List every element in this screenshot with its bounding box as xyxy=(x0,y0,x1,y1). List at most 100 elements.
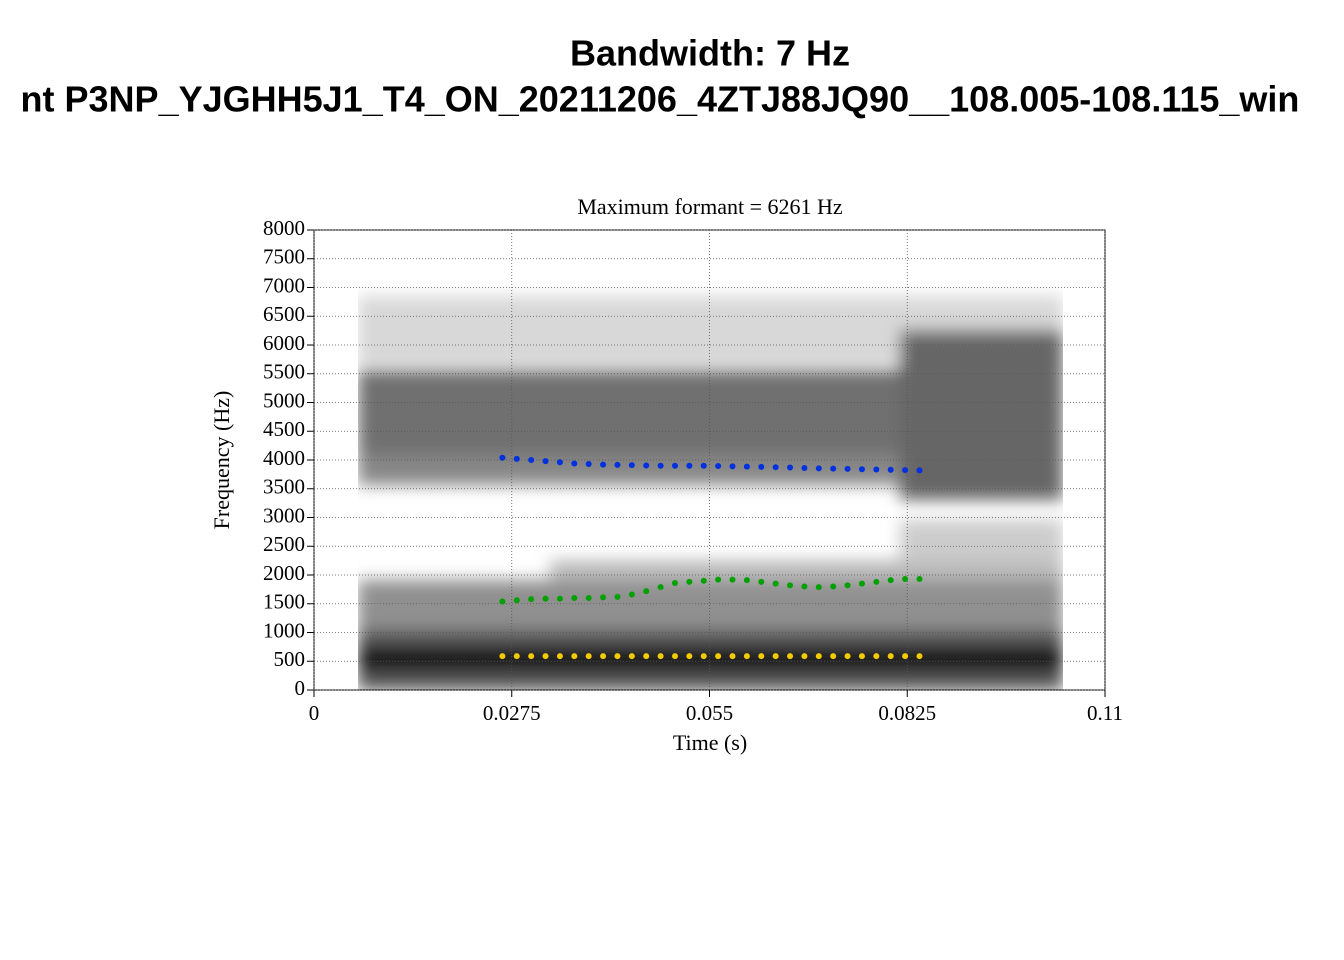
formant-point xyxy=(858,653,865,660)
formant-point xyxy=(772,464,779,471)
formant-point xyxy=(887,577,894,584)
formant-point xyxy=(887,466,894,473)
formant-point xyxy=(902,653,909,660)
formant-point xyxy=(902,467,909,474)
formant-point xyxy=(556,595,563,602)
formant-point xyxy=(787,464,794,471)
formant-point xyxy=(585,595,592,601)
formant-point xyxy=(887,653,894,660)
formant-point xyxy=(686,653,693,660)
formant-point xyxy=(830,583,837,590)
formant-point xyxy=(499,598,506,605)
formant-point xyxy=(643,462,650,469)
y-tick-label: 6500 xyxy=(263,302,305,326)
formant-point xyxy=(556,459,563,466)
formant-point xyxy=(830,465,837,472)
formant-point xyxy=(657,653,664,660)
formant-point xyxy=(772,580,779,587)
formant-point xyxy=(743,577,750,584)
y-tick-label: 4500 xyxy=(263,417,305,441)
y-tick-label: 6000 xyxy=(263,331,305,355)
formant-point xyxy=(614,461,621,468)
y-tick-label: 7000 xyxy=(263,273,305,297)
x-tick-label: 0 xyxy=(309,701,320,725)
formant-point xyxy=(873,653,880,660)
spectrogram xyxy=(358,296,1063,690)
formant-point xyxy=(542,458,549,465)
y-tick-label: 4000 xyxy=(263,446,305,470)
formant-point xyxy=(815,465,822,472)
formant-point xyxy=(715,463,722,470)
formant-point xyxy=(729,463,736,470)
y-tick-label: 3000 xyxy=(263,503,305,527)
y-tick-label: 2500 xyxy=(263,532,305,556)
formant-point xyxy=(585,461,592,468)
y-axis-label: Frequency (Hz) xyxy=(209,391,234,530)
y-tick-label: 8000 xyxy=(263,216,305,240)
formant-point xyxy=(902,576,909,583)
chart-title: Bandwidth: 7 Hz xyxy=(570,33,850,74)
formant-point xyxy=(787,582,794,589)
formant-point xyxy=(657,462,664,469)
formant-point xyxy=(571,653,578,660)
formant-point xyxy=(873,578,880,585)
formant-point xyxy=(801,583,808,590)
formant-point xyxy=(700,577,707,584)
y-tick-label: 0 xyxy=(295,676,306,700)
formant-point xyxy=(743,463,750,470)
formant-point xyxy=(844,465,851,472)
formant-point xyxy=(528,457,535,463)
formant-point xyxy=(628,591,635,598)
formant-point xyxy=(542,653,549,660)
formant-point xyxy=(499,653,506,660)
formant-point xyxy=(729,653,736,660)
formant-point xyxy=(758,578,765,585)
formant-point xyxy=(815,584,822,591)
formant-point xyxy=(844,653,851,660)
y-tick-label: 1000 xyxy=(263,618,305,642)
y-tick-label: 500 xyxy=(274,647,306,671)
formant-point xyxy=(916,653,923,660)
formant-point xyxy=(844,582,851,589)
formant-point xyxy=(571,595,578,601)
formant-point xyxy=(528,596,535,603)
formant-point xyxy=(758,463,765,470)
formant-point xyxy=(600,461,607,468)
y-tick-label: 5000 xyxy=(263,388,305,412)
formant-point xyxy=(657,584,664,591)
formant-point xyxy=(671,580,678,587)
y-tick-label: 7500 xyxy=(263,245,305,269)
formant-point xyxy=(614,653,621,660)
x-tick-label: 0.055 xyxy=(686,701,733,725)
formant-point xyxy=(556,653,563,660)
formant-point xyxy=(499,454,506,461)
formant-point xyxy=(528,653,535,660)
formant-point xyxy=(671,653,678,660)
chart-subtitle: nt P3NP_YJGHH5J1_T4_ON_20211206_4ZTJ88JQ… xyxy=(21,79,1300,120)
formant-point xyxy=(700,653,707,660)
formant-point xyxy=(513,455,520,462)
formant-point xyxy=(643,653,650,660)
formant-point xyxy=(801,653,808,660)
formant-point xyxy=(743,653,750,660)
formant-point xyxy=(571,460,578,467)
formant-point xyxy=(772,653,779,660)
x-tick-label: 0.0275 xyxy=(483,701,541,725)
formant-point xyxy=(715,653,722,660)
formant-point xyxy=(715,576,722,583)
y-tick-label: 3500 xyxy=(263,475,305,499)
formant-point xyxy=(585,653,592,660)
formant-point xyxy=(916,576,923,583)
formant-point xyxy=(801,465,808,472)
formant-point xyxy=(758,653,765,660)
formant-point xyxy=(600,653,607,660)
formant-point xyxy=(542,595,549,602)
formant-point xyxy=(858,466,865,473)
y-tick-label: 2000 xyxy=(263,561,305,585)
formant-point xyxy=(614,593,621,600)
formant-point xyxy=(643,588,650,595)
formant-point xyxy=(671,462,678,469)
formant-point xyxy=(628,653,635,660)
